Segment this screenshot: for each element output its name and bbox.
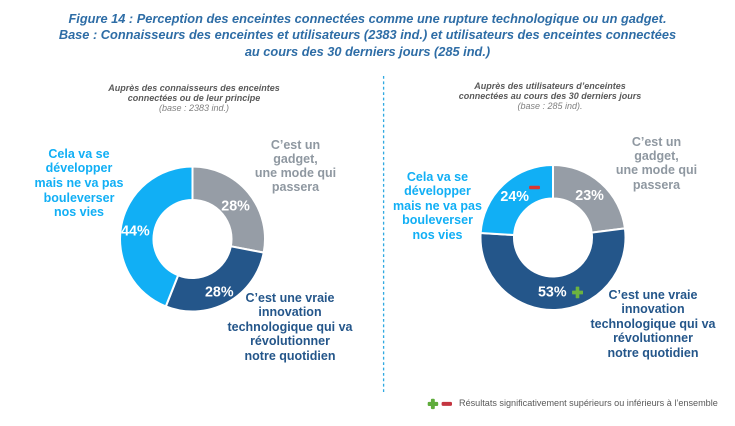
svg-text:28%: 28%: [221, 198, 250, 214]
svg-text:24%: 24%: [500, 189, 529, 205]
svg-text:23%: 23%: [575, 188, 604, 204]
svg-text:28%: 28%: [205, 285, 234, 301]
svg-text:53%: 53%: [538, 285, 567, 301]
svg-text:44%: 44%: [121, 223, 150, 239]
